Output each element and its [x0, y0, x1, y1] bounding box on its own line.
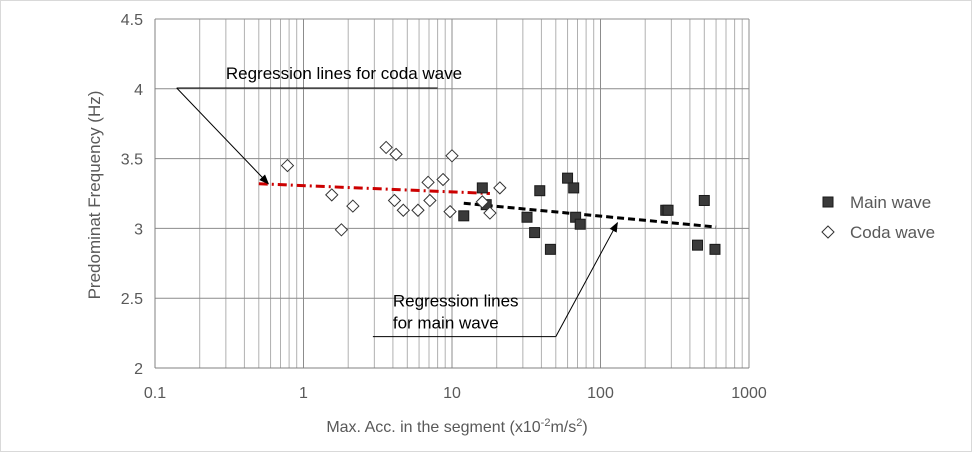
- regression-lines: [258, 182, 717, 229]
- legend-label: Coda wave: [850, 223, 935, 242]
- coda-wave-marker: [483, 206, 497, 220]
- x-tick-label: 1000: [731, 385, 767, 402]
- main-wave-marker: [662, 204, 674, 216]
- regression-line-main: [463, 201, 717, 229]
- x-tick-label: 1: [299, 385, 308, 402]
- main-wave-marker: [534, 185, 546, 197]
- main-wave-marker: [544, 243, 556, 255]
- legend-label: Main wave: [850, 193, 931, 212]
- main-wave-marker: [574, 218, 586, 230]
- y-tick-label: 3.5: [121, 152, 143, 169]
- main-wave-marker: [692, 239, 704, 251]
- coda-wave-marker: [411, 203, 425, 217]
- y-tick-label: 4: [134, 82, 143, 99]
- annotations: Regression lines for coda wave Regression…: [176, 64, 618, 338]
- coda-wave-marker: [379, 140, 393, 155]
- annotation-text-main: Regression lines: [393, 292, 519, 311]
- main-wave-marker: [562, 172, 574, 184]
- coda-wave-marker: [396, 203, 411, 217]
- coda-wave-marker: [821, 225, 835, 239]
- annotation-arrow-main: [555, 221, 618, 337]
- coda-wave-marker: [346, 199, 360, 213]
- main-wave-marker: [476, 182, 488, 194]
- main-wave-marker: [568, 182, 580, 194]
- y-tick-label: 2.5: [121, 291, 143, 308]
- data-points: [280, 140, 721, 255]
- main-wave-marker: [521, 211, 533, 223]
- main-wave-marker: [709, 243, 721, 255]
- y-tick-label: 4.5: [121, 12, 143, 29]
- coda-wave-marker: [387, 193, 402, 208]
- annotation-text-main: for main wave: [393, 314, 499, 333]
- x-axis-title: Max. Acc. in the segment (x10-2m/s2): [326, 417, 587, 436]
- axis-titles: Max. Acc. in the segment (x10-2m/s2) Pre…: [85, 91, 588, 436]
- main-wave-marker: [698, 194, 710, 206]
- annotation-text-coda: Regression lines for coda wave: [226, 64, 462, 83]
- x-tick-label: 10: [443, 385, 461, 402]
- legend: Main wave Coda wave: [821, 193, 935, 242]
- y-tick-label: 2: [134, 361, 143, 378]
- coda-wave-marker: [325, 188, 339, 202]
- coda-wave-marker: [280, 158, 295, 173]
- coda-wave-marker: [445, 149, 459, 163]
- coda-wave-marker: [436, 172, 450, 187]
- main-wave-marker: [822, 196, 834, 208]
- annotation-arrow-coda: [176, 87, 270, 185]
- grid: [154, 18, 750, 369]
- x-tick-label: 0.1: [144, 385, 166, 402]
- y-axis-title: Predominat Frequency (Hz): [85, 91, 104, 300]
- coda-wave-marker: [421, 175, 435, 190]
- tick-labels: 0.1 1 10 100 1000 2 2.5 3 3.5 4 4.5: [121, 12, 767, 402]
- main-wave-marker: [529, 227, 541, 239]
- x-tick-label: 100: [587, 385, 614, 402]
- coda-wave-marker: [423, 193, 437, 208]
- coda-wave-marker: [389, 147, 403, 162]
- coda-wave-marker: [493, 181, 507, 195]
- y-tick-label: 3: [134, 221, 143, 238]
- coda-wave-marker: [443, 204, 457, 219]
- regression-line-coda: [258, 182, 490, 195]
- coda-wave-marker: [475, 195, 490, 209]
- coda-wave-marker: [334, 223, 349, 237]
- main-wave-marker: [458, 210, 470, 222]
